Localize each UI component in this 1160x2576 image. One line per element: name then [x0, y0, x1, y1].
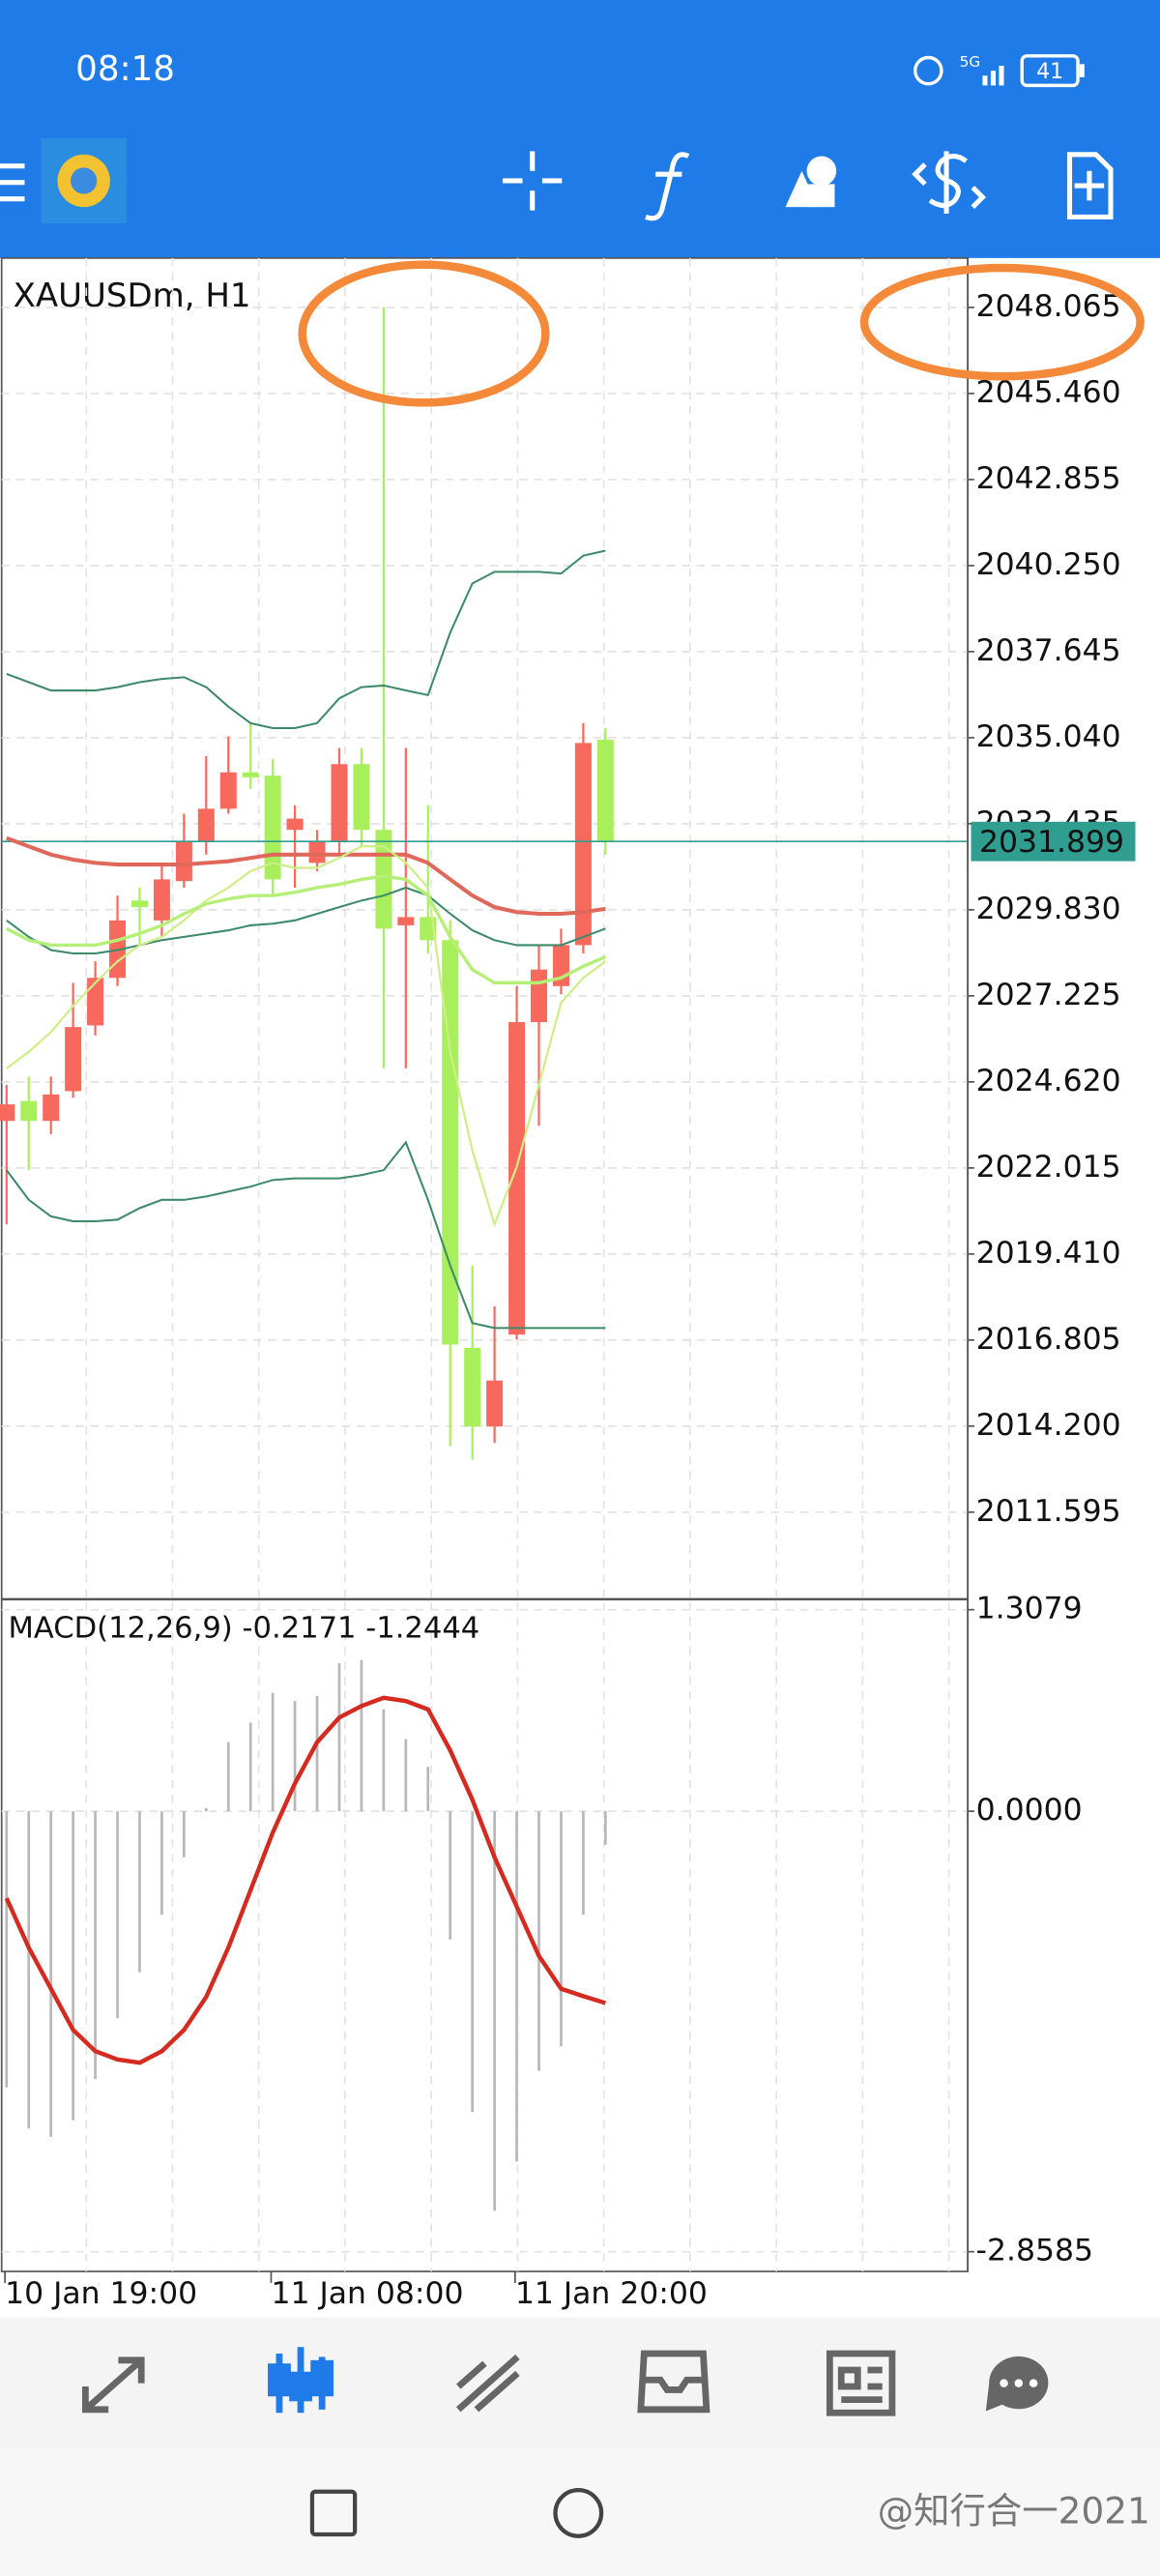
y-tick-label: 0.0000	[976, 1793, 1083, 1828]
y-tick-label: 2011.595	[976, 1494, 1121, 1529]
chart-title: XAUUSDm, H1	[14, 277, 251, 315]
candle-body	[197, 808, 215, 842]
quotes-tab[interactable]	[81, 2356, 145, 2414]
candle-body	[531, 969, 548, 1023]
y-tick-label: 2029.830	[976, 892, 1121, 926]
candle-body	[20, 1100, 38, 1122]
y-tick-label: 2022.015	[976, 1150, 1121, 1185]
status-time: 08:18	[75, 49, 175, 89]
y-tick-label: 2048.065	[976, 289, 1121, 324]
candle-body	[397, 917, 415, 925]
x-tick-label: 11 Jan 20:00	[515, 2276, 708, 2311]
bottom-nav-icons	[81, 2347, 1049, 2416]
y-tick-label: 2027.225	[976, 978, 1121, 1012]
candle-body	[464, 1347, 481, 1427]
y-tick-label: 1.3079	[976, 1592, 1083, 1626]
indicator-line	[6, 845, 607, 1228]
watermark: @知行合一2021	[878, 2489, 1150, 2532]
price-label: 2031.899	[979, 825, 1124, 860]
toolbar	[0, 137, 1114, 224]
chart-area	[0, 257, 969, 2272]
candle-body	[43, 1094, 60, 1122]
candle-body	[153, 879, 170, 921]
y-tick-label: 2024.620	[976, 1064, 1121, 1098]
trade-tab[interactable]	[455, 2354, 520, 2413]
x-tick-label: 10 Jan 19:00	[5, 2276, 197, 2311]
candle-body	[574, 743, 592, 946]
y-tick-label: 2014.200	[976, 1408, 1121, 1443]
indicator-line	[6, 835, 606, 917]
y-tick-label: 2016.805	[976, 1322, 1121, 1357]
candle-body	[65, 1027, 82, 1092]
macd-signal-value: -1.2444	[365, 1611, 479, 1645]
history-tab[interactable]	[637, 2350, 710, 2414]
candle-body	[242, 772, 259, 777]
candle-body	[219, 772, 237, 809]
candle-body	[130, 900, 148, 908]
y-tick-label: -2.8585	[976, 2234, 1093, 2269]
system-nav	[0, 2448, 1160, 2576]
battery: 41	[1036, 59, 1063, 84]
plot: 2048.065 2045.460 2042.855 2040.250 2037.645…	[0, 257, 1136, 2311]
candle-body	[442, 940, 459, 1345]
indicator-line	[6, 549, 606, 730]
y-tick-label: 2019.410	[976, 1236, 1121, 1271]
header-bg	[0, 0, 1160, 258]
indicator-button[interactable]	[645, 152, 690, 221]
y-tick-label: 2042.855	[976, 461, 1121, 496]
new-order-button[interactable]	[1066, 152, 1114, 220]
menu-button[interactable]	[0, 163, 25, 202]
bottom-nav	[0, 2317, 1160, 2449]
trade-button[interactable]	[912, 151, 987, 214]
network: 5G	[960, 53, 981, 71]
candle-body	[308, 841, 326, 864]
candle-body	[331, 764, 348, 842]
status-icons: 5G 41	[914, 53, 1085, 88]
macd-title: MACD(12,26,9) -0.2171 -1.2444	[8, 1611, 479, 1645]
indicator-line	[6, 874, 607, 985]
candle-body	[375, 830, 392, 929]
annotations	[298, 260, 1145, 407]
x-tick-label: 11 Jan 08:00	[271, 2276, 463, 2311]
y-tick-label: 2037.645	[976, 633, 1121, 668]
candle-body	[353, 764, 370, 831]
candle-body	[286, 818, 304, 831]
candle-body	[0, 1104, 15, 1122]
objects-button[interactable]	[785, 156, 837, 208]
indicator-line	[6, 886, 606, 954]
chat-tab[interactable]	[985, 2356, 1049, 2412]
signal-line	[4, 1695, 606, 2065]
news-tab[interactable]	[826, 2350, 896, 2416]
chart-tab[interactable]	[268, 2347, 334, 2414]
macd-main-value: -0.2171	[242, 1611, 356, 1645]
y-tick-label: 2045.460	[976, 375, 1121, 410]
candle-body	[486, 1380, 504, 1427]
y-tick-label: 2035.040	[976, 719, 1121, 754]
candle-body	[508, 1022, 526, 1335]
price-tag	[971, 821, 1136, 862]
y-tick-label: 2040.250	[976, 547, 1121, 582]
candle-body	[175, 841, 192, 882]
recents-button[interactable]	[309, 2489, 358, 2537]
candle-body	[596, 739, 614, 842]
candle-body	[87, 978, 104, 1026]
home-button[interactable]	[553, 2487, 604, 2538]
crosshair-button[interactable]	[503, 151, 563, 211]
macd-name: MACD(12,26,9)	[8, 1611, 232, 1645]
indicator-line	[5, 1140, 606, 1330]
